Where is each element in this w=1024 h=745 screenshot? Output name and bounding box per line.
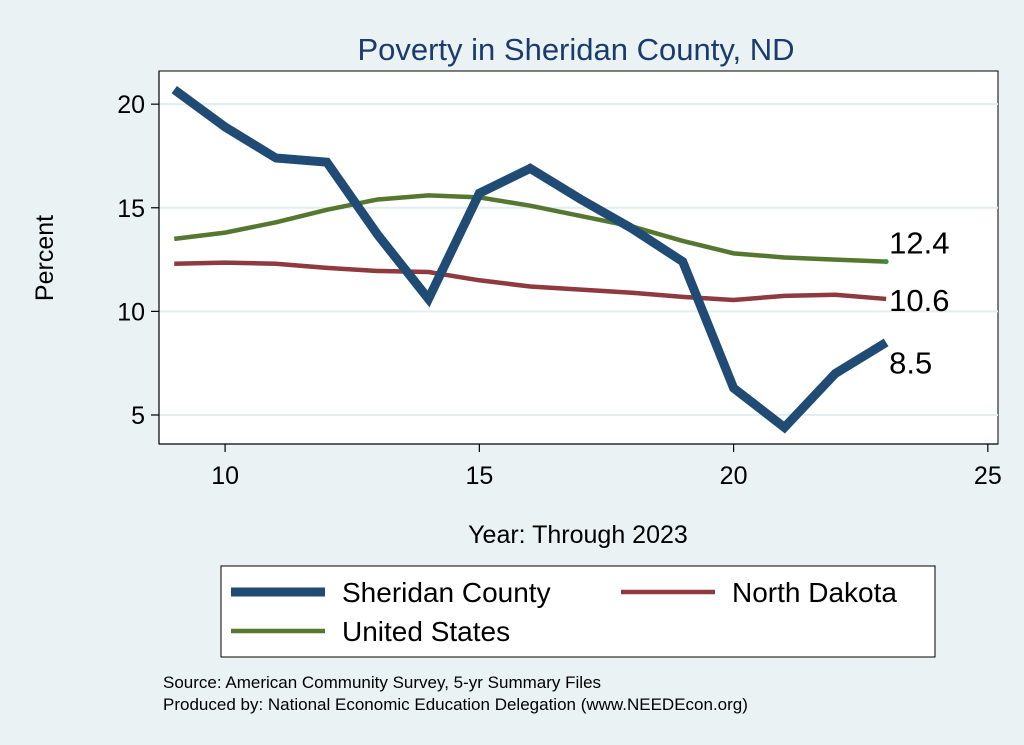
chart-title: Poverty in Sheridan County, ND xyxy=(357,32,794,67)
legend-label-north-dakota: North Dakota xyxy=(732,577,897,608)
producer-note: Produced by: National Economic Education… xyxy=(163,695,748,714)
gridlines xyxy=(159,103,998,416)
x-tick-label-20: 20 xyxy=(720,462,748,490)
y-axis-title: Percent xyxy=(31,215,59,301)
end-label-united-states: 12.4 xyxy=(889,226,949,261)
x-axis-ticks: 10 15 20 25 xyxy=(211,444,1002,490)
x-tick-label-25: 25 xyxy=(974,462,1002,490)
y-tick-label-15: 15 xyxy=(117,195,145,223)
series-line-united-states xyxy=(173,193,887,264)
legend-label-sheridan-county: Sheridan County xyxy=(342,577,551,608)
x-tick-label-10: 10 xyxy=(211,462,239,490)
x-axis-title: Year: Through 2023 xyxy=(468,521,688,549)
legend-box xyxy=(220,565,936,658)
legend-label-united-states: United States xyxy=(342,616,510,647)
end-labels: 10.6 12.4 8.5 xyxy=(883,226,949,380)
y-axis-ticks: 5 10 15 20 xyxy=(117,91,159,430)
series-line-north-dakota xyxy=(174,260,887,303)
end-marker-united-states xyxy=(883,259,889,265)
end-label-north-dakota: 10.6 xyxy=(889,283,949,318)
legend: Sheridan County North Dakota United States xyxy=(220,565,936,658)
series-line-sheridan-county xyxy=(171,86,889,434)
end-label-sheridan-county: 8.5 xyxy=(889,345,932,380)
y-tick-label-10: 10 xyxy=(117,298,145,326)
series-lines xyxy=(171,86,889,434)
y-tick-label-5: 5 xyxy=(131,402,145,430)
plot-area xyxy=(158,70,999,445)
y-tick-label-20: 20 xyxy=(117,91,145,119)
source-note: Source: American Community Survey, 5-yr … xyxy=(163,673,601,692)
x-tick-label-15: 15 xyxy=(465,462,493,490)
